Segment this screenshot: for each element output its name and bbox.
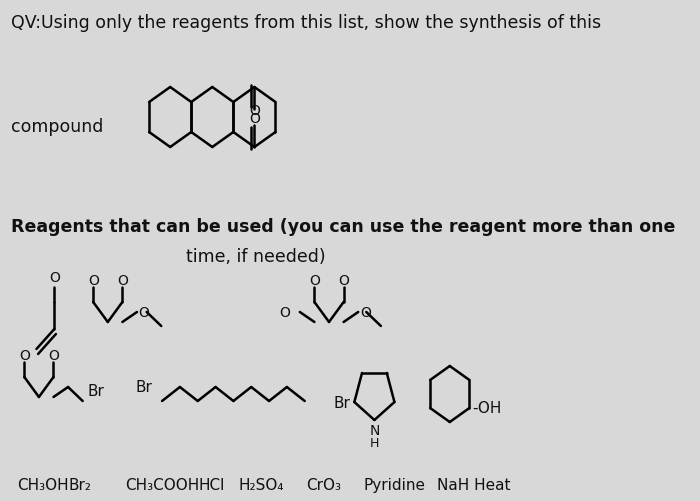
Text: O: O bbox=[309, 274, 320, 288]
Text: Reagents that can be used (you can use the reagent more than one: Reagents that can be used (you can use t… bbox=[11, 217, 676, 235]
Text: CrO₃: CrO₃ bbox=[307, 477, 342, 492]
Text: CH₃OH: CH₃OH bbox=[17, 477, 69, 492]
Text: QV:Using only the reagents from this list, show the synthesis of this: QV:Using only the reagents from this lis… bbox=[11, 14, 601, 32]
Text: O: O bbox=[88, 274, 99, 288]
Text: Pyridine: Pyridine bbox=[363, 477, 425, 492]
Text: O: O bbox=[249, 112, 260, 126]
Text: -OH: -OH bbox=[472, 401, 501, 416]
Text: Br: Br bbox=[136, 380, 153, 395]
Text: Br₂: Br₂ bbox=[68, 477, 91, 492]
Text: H₂SO₄: H₂SO₄ bbox=[238, 477, 284, 492]
Text: O: O bbox=[338, 274, 349, 288]
Text: N: N bbox=[369, 423, 379, 437]
Text: time, if needed): time, if needed) bbox=[186, 247, 326, 266]
Text: Br: Br bbox=[88, 384, 104, 399]
Text: O: O bbox=[279, 306, 290, 319]
Text: Br: Br bbox=[333, 395, 350, 410]
Text: CH₃COOH: CH₃COOH bbox=[125, 477, 199, 492]
Text: O: O bbox=[19, 348, 29, 362]
Text: O: O bbox=[48, 348, 59, 362]
Text: NaH Heat: NaH Heat bbox=[437, 477, 510, 492]
Text: compound: compound bbox=[11, 118, 104, 136]
Text: O: O bbox=[49, 271, 60, 285]
Text: H: H bbox=[370, 436, 379, 449]
Text: O: O bbox=[249, 104, 260, 118]
Text: O: O bbox=[139, 306, 150, 319]
Text: HCl: HCl bbox=[199, 477, 225, 492]
Text: O: O bbox=[360, 306, 371, 319]
Text: O: O bbox=[117, 274, 128, 288]
